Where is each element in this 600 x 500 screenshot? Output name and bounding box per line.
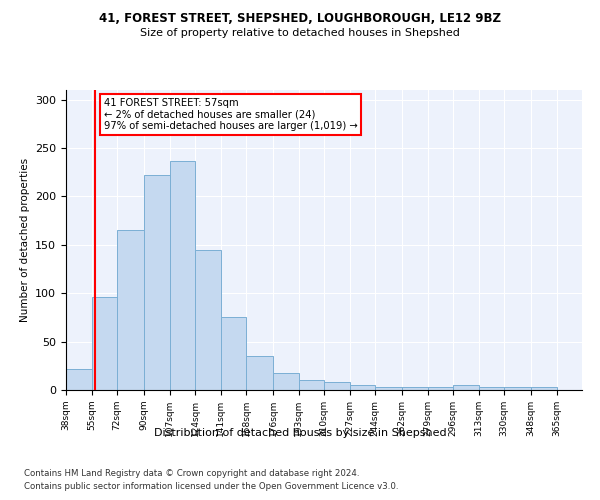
Bar (273, 372, 299, 390)
Bar (144, 175, 170, 390)
Y-axis label: Number of detached properties: Number of detached properties (20, 158, 29, 322)
Bar (324, 382, 349, 390)
Text: 41, FOREST STREET, SHEPSHED, LOUGHBOROUGH, LE12 9BZ: 41, FOREST STREET, SHEPSHED, LOUGHBOROUG… (99, 12, 501, 26)
Text: Contains public sector information licensed under the Open Government Licence v3: Contains public sector information licen… (24, 482, 398, 491)
Bar (504, 387, 531, 390)
Bar (117, 230, 144, 390)
Bar (170, 160, 195, 390)
Bar (453, 385, 479, 390)
Bar (66, 368, 91, 390)
Bar (349, 385, 375, 390)
Text: Distribution of detached houses by size in Shepshed: Distribution of detached houses by size … (154, 428, 446, 438)
Text: Contains HM Land Registry data © Crown copyright and database right 2024.: Contains HM Land Registry data © Crown c… (24, 468, 359, 477)
Text: Size of property relative to detached houses in Shepshed: Size of property relative to detached ho… (140, 28, 460, 38)
Bar (479, 387, 504, 390)
Bar (221, 318, 246, 390)
Bar (531, 387, 557, 390)
Bar (402, 387, 427, 390)
Bar (375, 387, 402, 390)
Bar (91, 297, 117, 390)
Bar (299, 380, 324, 390)
Bar (195, 250, 221, 390)
Bar (246, 356, 273, 390)
Text: 41 FOREST STREET: 57sqm
← 2% of detached houses are smaller (24)
97% of semi-det: 41 FOREST STREET: 57sqm ← 2% of detached… (104, 98, 357, 131)
Bar (427, 387, 453, 390)
